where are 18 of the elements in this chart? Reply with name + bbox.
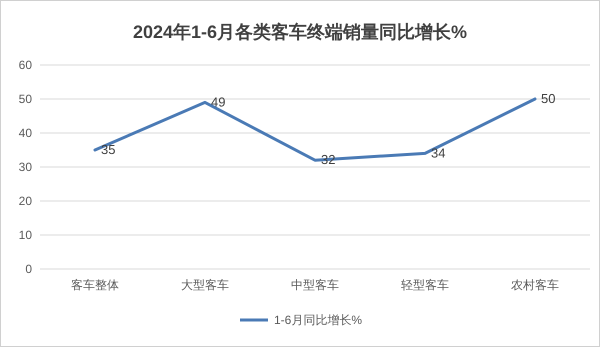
data-label: 49 <box>211 94 226 110</box>
data-label: 34 <box>431 145 446 160</box>
x-tick-label: 客车整体 <box>71 278 119 292</box>
y-tick-label: 20 <box>18 194 32 208</box>
x-tick-label: 轻型客车 <box>401 278 449 292</box>
y-tick-label: 60 <box>18 58 32 72</box>
x-tick-label: 大型客车 <box>181 278 229 292</box>
data-label: 35 <box>101 142 116 157</box>
x-tick-label: 农村客车 <box>511 278 559 292</box>
y-tick-label: 50 <box>18 92 32 106</box>
x-tick-label: 中型客车 <box>291 278 339 292</box>
y-tick-label: 10 <box>18 228 32 242</box>
legend-label: 1-6月同比增长% <box>274 313 362 327</box>
y-tick-label: 0 <box>25 262 32 276</box>
data-label: 50 <box>541 91 556 106</box>
y-tick-label: 40 <box>18 126 32 140</box>
chart-title: 2024年1-6月各类客车终端销量同比增长% <box>132 22 468 42</box>
y-tick-label: 30 <box>18 160 32 174</box>
